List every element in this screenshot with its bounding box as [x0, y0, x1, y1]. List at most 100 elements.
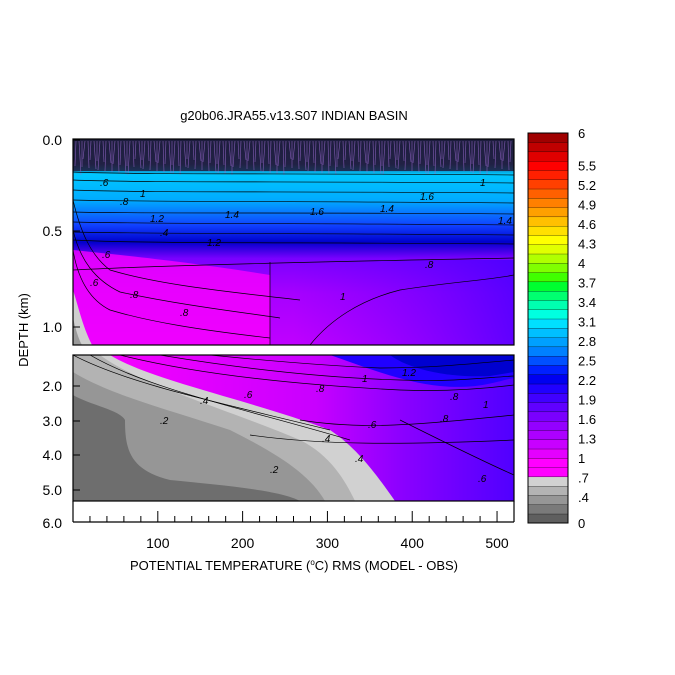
svg-text:.8: .8 [450, 392, 459, 403]
noise-line [408, 140, 412, 163]
noise-line [333, 140, 337, 176]
svg-text:.4: .4 [200, 396, 209, 407]
noise-line [74, 140, 77, 167]
noise-line [447, 140, 450, 161]
noise-line [213, 140, 217, 173]
y-tick-label: 4.0 [43, 447, 63, 463]
svg-text:1.2: 1.2 [207, 238, 221, 249]
noise-line [123, 140, 127, 175]
svg-text:1: 1 [483, 400, 489, 411]
noise-line [494, 140, 497, 169]
colorbar-swatch [527, 513, 569, 524]
noise-line [427, 140, 431, 175]
noise-line [389, 140, 392, 160]
colorbar-swatch [527, 494, 569, 505]
noise-line [273, 140, 277, 166]
noise-line [402, 140, 405, 162]
svg-text:.6: .6 [100, 178, 109, 189]
noise-line [382, 140, 386, 176]
noise-line [147, 140, 150, 162]
colorbar-label: 4.6 [578, 217, 596, 232]
noise-line [127, 140, 131, 176]
colorbar-swatch [527, 485, 569, 496]
colorbar-swatch [527, 160, 569, 171]
svg-text:1.2: 1.2 [150, 214, 164, 225]
noise-line [374, 140, 377, 166]
upper-contour-labels: .6 .8 1 1.2 1.4 1.6 .4 1.4 1.6 1 1.4 .6 .8 .8 .6 .… [90, 178, 512, 319]
noise-line [312, 140, 315, 164]
colorbar-swatch [527, 346, 569, 357]
noise-line [93, 140, 97, 170]
colorbar-swatch [527, 281, 569, 292]
chart-title: g20b06.JRA55.v13.S07 INDIAN BASIN [180, 108, 408, 123]
noise-line [277, 140, 281, 167]
svg-text:.4: .4 [160, 228, 169, 239]
colorbar-labels: 6 5.5 5.2 4.9 4.6 4.3 4 3.7 3.4 3.1 2.8 2.5 2.2 1.9 1.… [578, 126, 596, 531]
colorbar-swatch [527, 411, 569, 422]
colorbar-swatch [527, 272, 569, 283]
x-tick-label: 200 [231, 535, 255, 551]
noise-line [292, 140, 296, 161]
noise-line [89, 140, 92, 161]
noise-line [78, 140, 82, 176]
noise-line [453, 140, 457, 162]
noise-line [192, 140, 195, 161]
noise-line [162, 140, 165, 173]
noise-line [183, 140, 187, 168]
svg-text:.2: .2 [160, 416, 169, 427]
colorbar-swatch [527, 132, 569, 143]
svg-text:1.4: 1.4 [380, 204, 394, 215]
noise-line [224, 140, 227, 175]
noise-line [423, 140, 427, 174]
svg-text:1.6: 1.6 [420, 192, 434, 203]
colorbar-swatch [527, 439, 569, 450]
y-tick-labels: 0.0 0.5 1.0 2.0 3.0 4.0 5.0 6.0 [43, 132, 80, 531]
svg-text:1: 1 [362, 374, 368, 385]
noise-line [378, 140, 382, 175]
colorbar-swatch [527, 402, 569, 413]
y-tick-label: 1.0 [43, 319, 63, 335]
noise-line [112, 140, 116, 165]
noise-line [417, 140, 420, 173]
svg-text:.8: .8 [180, 308, 189, 319]
upper-left-dgray [73, 318, 82, 345]
colorbar-swatch [527, 309, 569, 320]
svg-text:1: 1 [340, 292, 346, 303]
noise-line [404, 140, 407, 171]
noise-line [237, 140, 240, 160]
svg-text:1.4: 1.4 [498, 216, 512, 227]
noise-line [187, 140, 191, 169]
colorbar-swatch [527, 244, 569, 255]
colorbar-label: 1.6 [578, 412, 596, 427]
colorbar-swatch [527, 179, 569, 190]
x-tick-labels: 100 200 300 400 500 [146, 535, 509, 551]
svg-text:.6: .6 [102, 250, 111, 261]
noise-line [479, 140, 482, 175]
y-axis-label: DEPTH (km) [16, 293, 31, 367]
noise-line [442, 140, 446, 169]
noise-line [282, 140, 285, 176]
noise-line [239, 140, 242, 169]
noise-line [367, 140, 371, 165]
noise-line [157, 140, 161, 164]
svg-text:.4: .4 [355, 454, 364, 465]
noise-line [472, 140, 476, 174]
noise-line [348, 140, 352, 170]
noise-line [172, 140, 176, 175]
noise-line [449, 140, 452, 170]
colorbar-swatch [527, 253, 569, 264]
colorbar-label: 4.9 [578, 198, 596, 213]
noise-line [207, 140, 210, 172]
noise-line [483, 140, 487, 167]
noise-line [468, 140, 472, 173]
noise-line [262, 140, 266, 173]
colorbar-swatch [527, 337, 569, 348]
svg-text:.6: .6 [244, 390, 253, 401]
x-tick-label: 300 [316, 535, 340, 551]
svg-text:.8: .8 [425, 260, 434, 271]
noise-line [299, 140, 302, 162]
colorbar-swatch [527, 290, 569, 301]
noise-line [108, 140, 112, 164]
colorbar-label: 5.5 [578, 159, 596, 174]
noise-line [177, 140, 180, 167]
